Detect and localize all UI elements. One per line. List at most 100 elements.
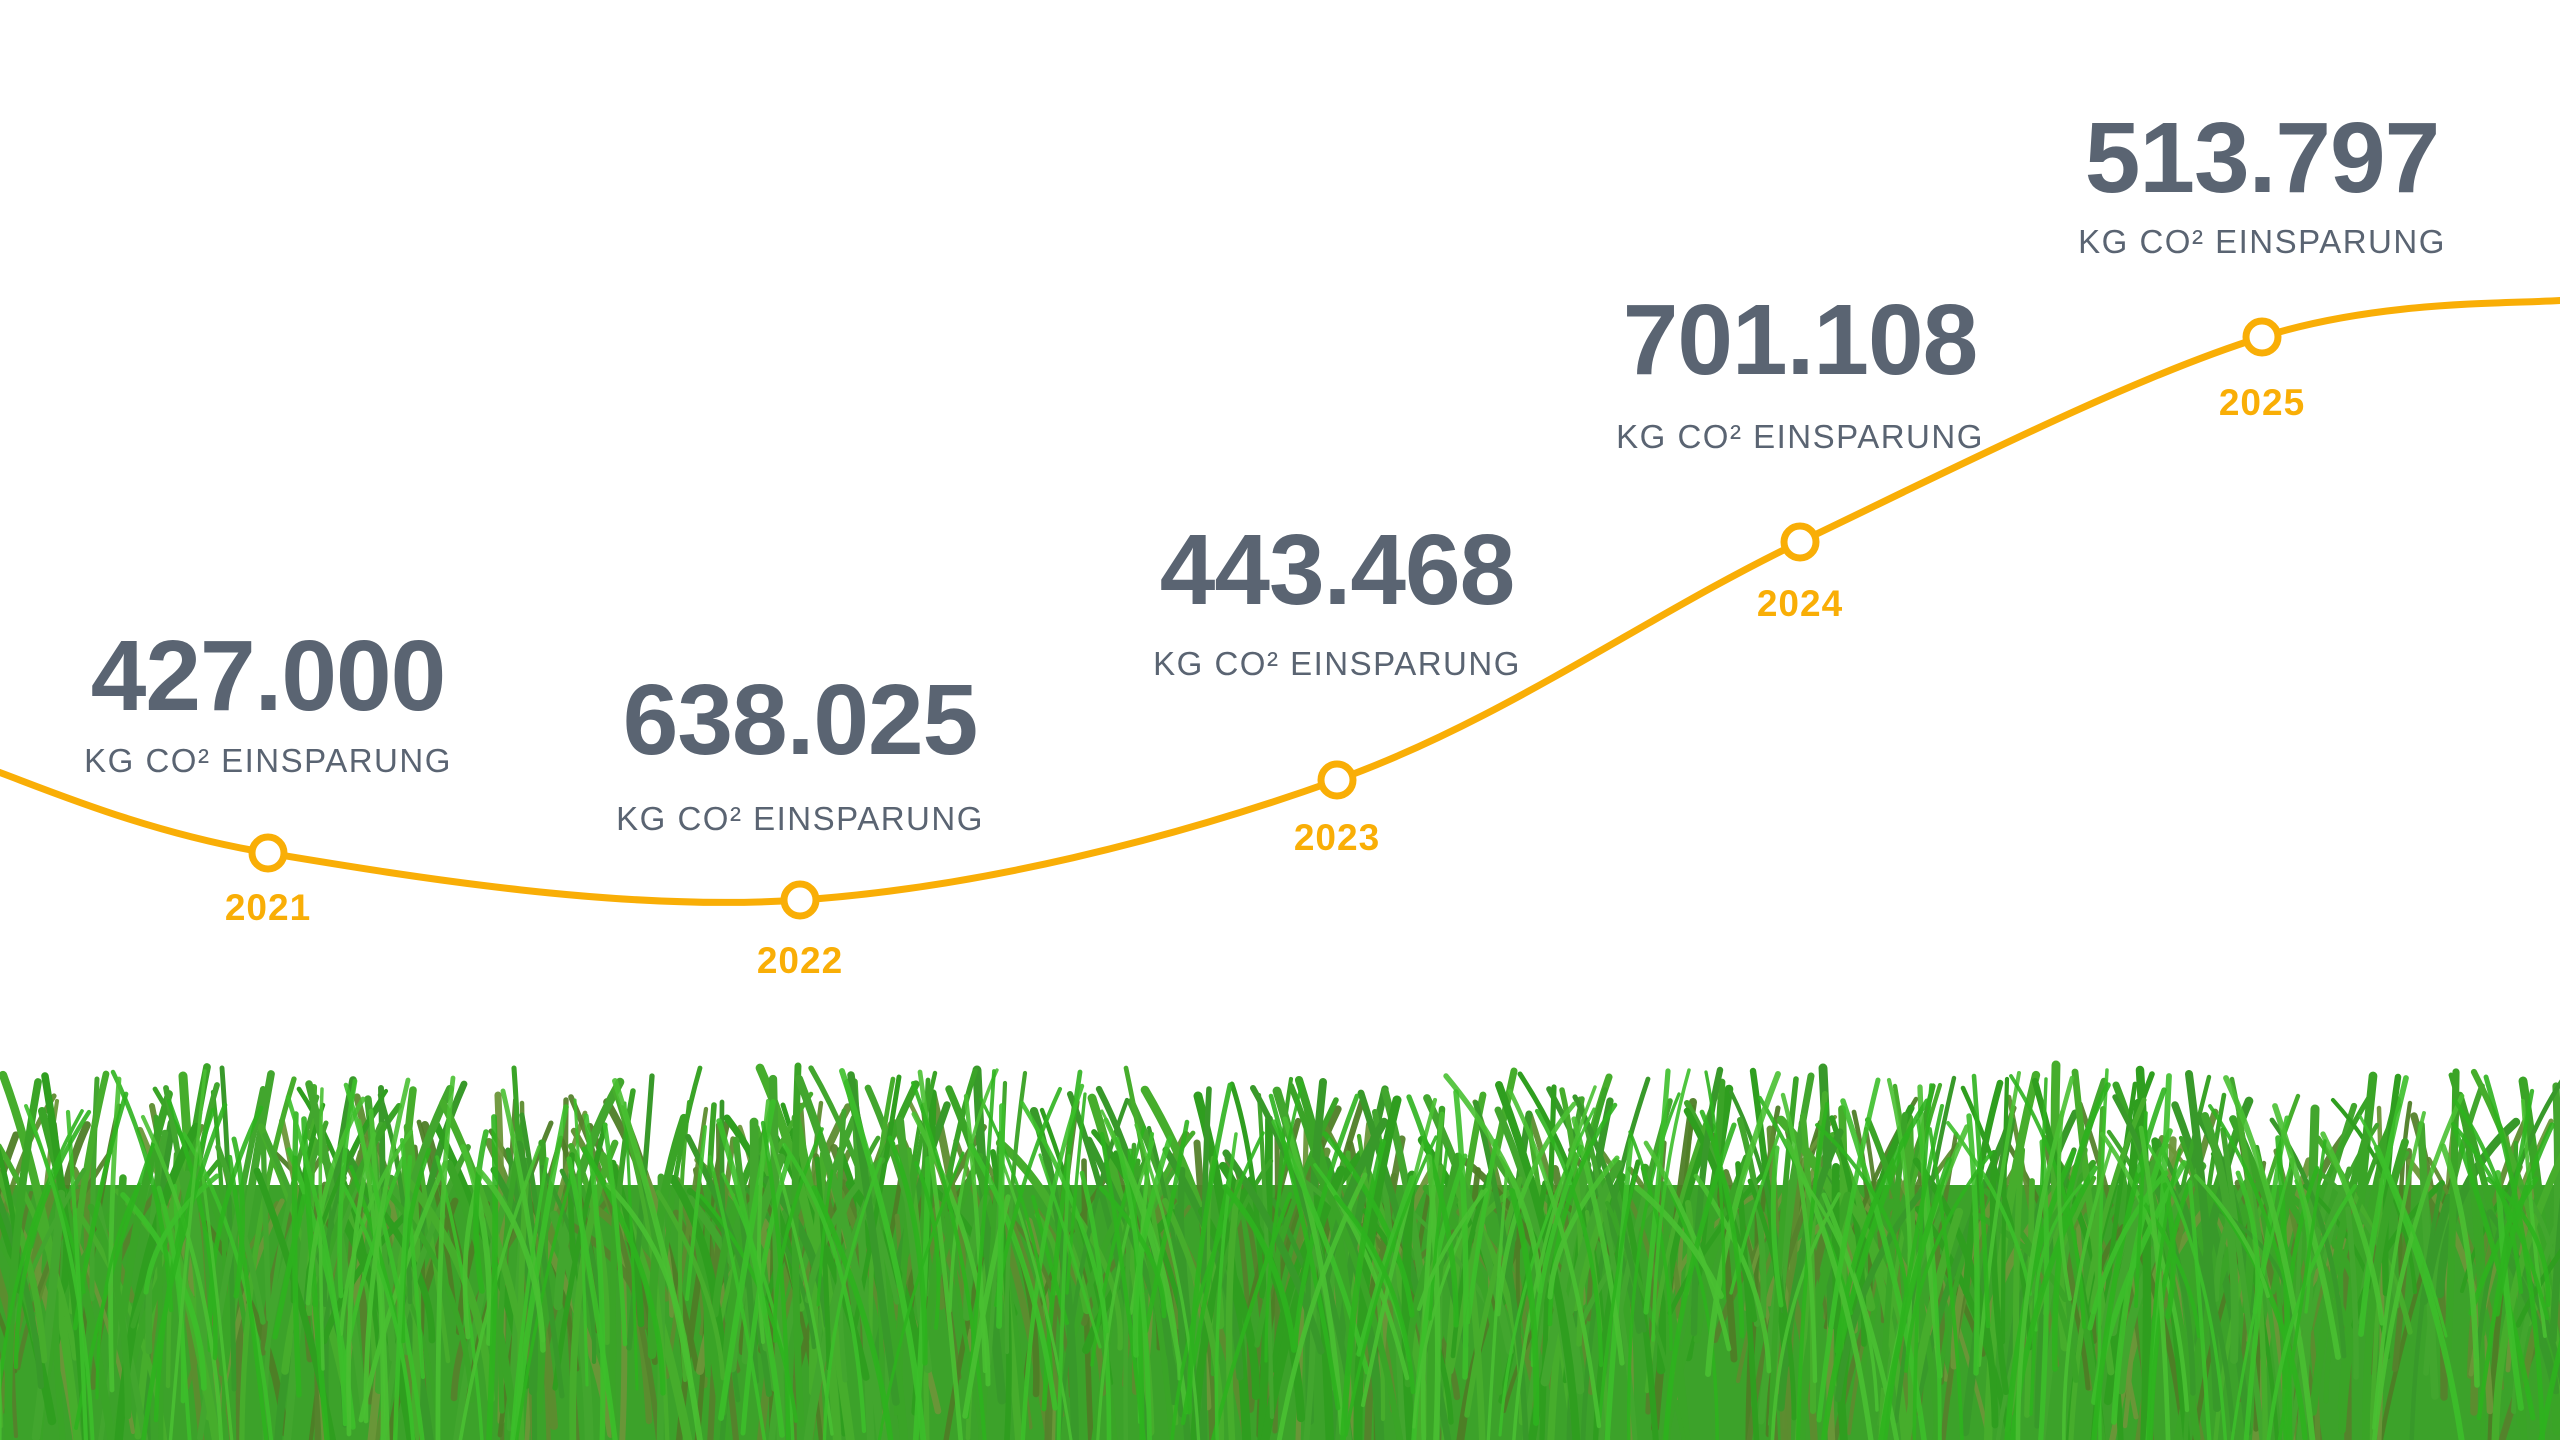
grass-blade — [1826, 1168, 1906, 1329]
grass-blade — [2068, 1097, 2147, 1440]
grass-blade — [1547, 1155, 1620, 1300]
grass-blade — [2372, 1093, 2465, 1440]
grass-blade — [1886, 1077, 1913, 1356]
grass-blade — [2056, 1110, 2072, 1301]
grass-blade — [1977, 1071, 2021, 1367]
grass-blade — [1134, 1123, 1201, 1440]
grass-blade — [1357, 1089, 1452, 1440]
co2-unit-label-2025: KG CO² EINSPARUNG — [2078, 223, 2446, 260]
co2-value-2021: 427.000 — [90, 620, 446, 732]
grass-blade — [1634, 1185, 1724, 1299]
grass-blade — [207, 1105, 264, 1353]
grass-blade — [114, 1122, 201, 1440]
co2-value-2024: 701.108 — [1622, 284, 1978, 396]
grass-blade — [1004, 1070, 1028, 1355]
grass-blade — [2009, 1165, 2098, 1440]
grass-blade — [2417, 1121, 2439, 1400]
grass-blade — [305, 1096, 366, 1306]
grass-blade — [231, 1136, 246, 1299]
grass-blade — [2201, 1112, 2239, 1364]
grass-blade — [979, 1097, 1054, 1392]
grass-blade — [887, 1135, 928, 1366]
grass-blade — [1509, 1188, 1540, 1426]
grass-blade — [581, 1146, 666, 1396]
data-point-marker-2022 — [780, 880, 820, 920]
grass-blade — [140, 1114, 224, 1440]
co2-unit-label-2023: KG CO² EINSPARUNG — [1153, 645, 1521, 682]
grass-blade — [1663, 1122, 1737, 1440]
grass-blade — [4, 1078, 42, 1440]
grass-blade — [1229, 1081, 1265, 1299]
co2-unit-label-2022: KG CO² EINSPARUNG — [616, 800, 984, 837]
grass-blade — [1132, 1135, 1173, 1358]
grass-blade — [1777, 1128, 1844, 1412]
grass-blade — [153, 1114, 164, 1440]
grass-blade — [1798, 1174, 1879, 1412]
grass-blade — [1966, 1113, 1980, 1376]
grass-blade — [2147, 1144, 2228, 1440]
grass-blade — [2277, 1139, 2327, 1440]
grass-blade — [2235, 1170, 2261, 1315]
grass-blade — [2138, 1125, 2171, 1440]
grass-blade — [781, 1142, 867, 1434]
grass-blade — [2549, 1197, 2560, 1344]
grass-blade — [552, 1122, 608, 1391]
grass-blade — [399, 1137, 426, 1380]
grass-blade — [963, 1093, 988, 1374]
grass-blade — [1540, 1160, 1592, 1387]
grass-blade — [1831, 1163, 1848, 1440]
grass-blade — [1693, 1078, 1726, 1344]
grass-blade — [2009, 1074, 2086, 1329]
data-point-marker-2024 — [1780, 522, 1820, 562]
grass-blade — [1428, 1147, 1449, 1321]
grass-blade — [1729, 1131, 1781, 1295]
grass-blade — [1417, 1188, 1488, 1311]
grass-blade — [2266, 1184, 2357, 1440]
grass-blade — [2015, 1075, 2075, 1440]
grass-blade — [1495, 1101, 1577, 1317]
grass-blade — [2358, 1075, 2409, 1337]
grass-blade — [381, 1186, 475, 1403]
grass-blade — [377, 1092, 413, 1305]
grass-blade — [791, 1062, 805, 1428]
grass-blade — [285, 1094, 348, 1427]
grass-blade — [1098, 1185, 1167, 1319]
grass-blade — [1989, 1149, 2010, 1396]
grass-blade — [2381, 1073, 2402, 1297]
grass-blade — [143, 1173, 220, 1295]
grass-blade — [1319, 1117, 1389, 1296]
grass-blade — [31, 1189, 66, 1440]
grass-blade — [1912, 1157, 1999, 1429]
grass-blade — [1465, 1138, 1499, 1325]
grass-blade — [716, 1118, 785, 1438]
grass-blade — [1737, 1117, 1767, 1319]
grass-blade — [1443, 1073, 1543, 1294]
co2-value-2022: 638.025 — [622, 664, 978, 776]
grass-blade — [1507, 1088, 1602, 1429]
grass-blade — [1353, 1095, 1402, 1440]
grass-blade — [219, 1065, 237, 1392]
grass-blade — [1099, 1131, 1146, 1440]
grass-blade — [703, 1102, 717, 1378]
grass-blade — [2320, 1131, 2385, 1326]
grass-blade — [2440, 1143, 2480, 1388]
grass-blade — [260, 1124, 272, 1322]
grass-blade — [460, 1144, 493, 1346]
grass-blade — [1401, 1170, 1417, 1440]
grass-blade — [272, 1194, 307, 1340]
grass-blade — [2062, 1146, 2113, 1440]
grass-blade — [839, 1068, 927, 1440]
grass-blade — [1566, 1160, 1623, 1315]
grass-blade — [108, 1174, 127, 1369]
grass-blade — [1271, 1119, 1370, 1375]
grass-blade — [1264, 1081, 1304, 1363]
grass-blade — [95, 1182, 141, 1400]
grass-blade — [1904, 1151, 1993, 1373]
data-point-marker-2023 — [1317, 760, 1357, 800]
grass-blade — [760, 1120, 791, 1440]
grass-blade — [1644, 1091, 1720, 1394]
grass-blade — [1902, 1207, 1964, 1440]
grass-blade — [2185, 1070, 2221, 1412]
grass-blade — [227, 1154, 269, 1440]
